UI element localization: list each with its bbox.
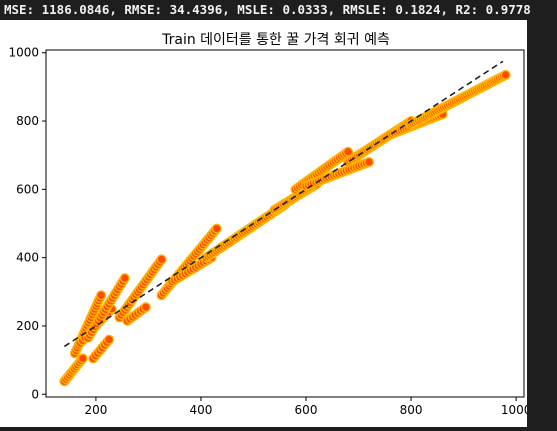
data-point xyxy=(140,302,151,313)
data-point xyxy=(500,69,511,80)
y-tick-label: 600 xyxy=(16,182,39,196)
x-tick-label: 800 xyxy=(400,403,423,417)
data-point xyxy=(96,290,107,301)
metrics-summary: MSE: 1186.0846, RMSE: 34.4396, MSLE: 0.0… xyxy=(0,0,557,20)
plot-area xyxy=(59,60,511,387)
data-point xyxy=(156,254,167,265)
axis-ticks: 200 400 600 800 1000 0 200 400 600 800 1000 xyxy=(8,46,531,417)
data-point xyxy=(343,146,354,157)
data-point xyxy=(77,353,88,364)
y-tick-label: 200 xyxy=(16,319,39,333)
chart-title: Train 데이터를 통한 꿀 가격 회귀 예측 xyxy=(161,32,390,48)
y-tick-label: 0 xyxy=(31,387,39,401)
y-tick-label: 1000 xyxy=(8,46,39,60)
data-point xyxy=(211,223,222,234)
data-point xyxy=(104,334,115,345)
y-tick-label: 400 xyxy=(16,251,39,265)
scrollbar-track[interactable] xyxy=(527,20,557,427)
y-tick-label: 800 xyxy=(16,114,39,128)
x-tick-label: 200 xyxy=(84,403,107,417)
x-tick-label: 600 xyxy=(295,403,318,417)
data-point xyxy=(364,157,375,168)
axes-frame xyxy=(45,49,525,398)
scatter-chart: Train 데이터를 통한 꿀 가격 회귀 예측 200 400 600 800 100… xyxy=(8,32,531,417)
x-tick-label: 1000 xyxy=(501,403,527,417)
x-tick-label: 400 xyxy=(190,403,213,417)
data-point xyxy=(119,273,130,284)
reference-diagonal-line xyxy=(63,60,504,348)
figure: Train 데이터를 통한 꿀 가격 회귀 예측 200 400 600 800 100… xyxy=(0,20,531,427)
